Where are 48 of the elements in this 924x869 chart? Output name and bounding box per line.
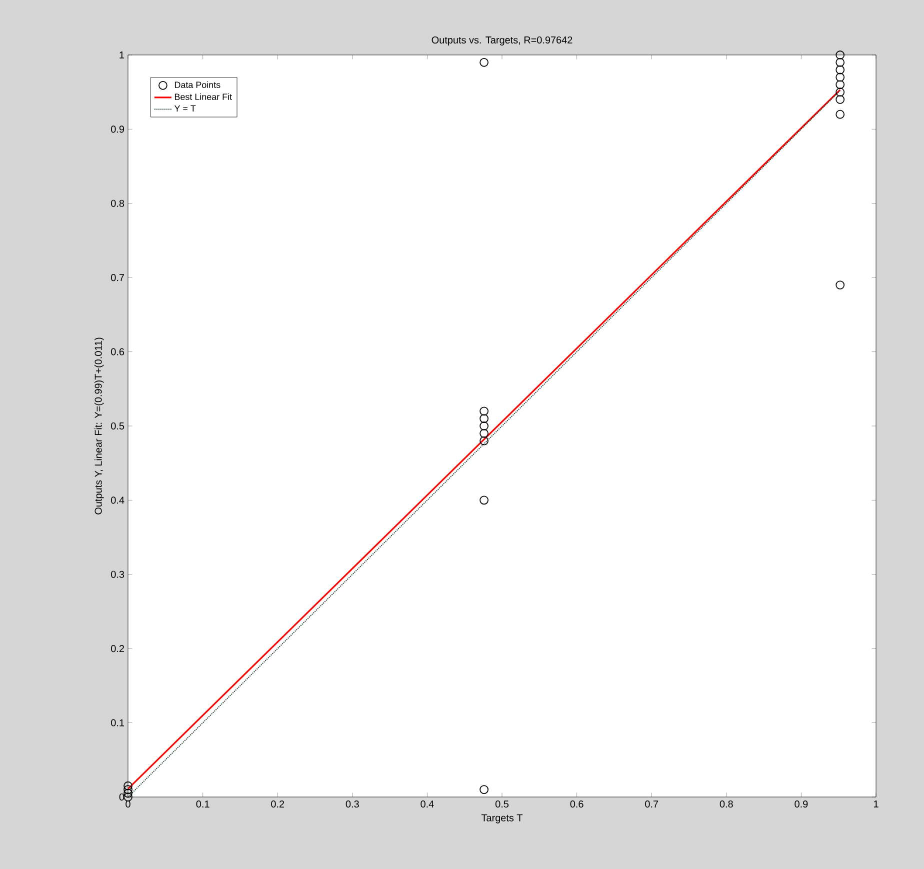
point	[480, 406, 488, 416]
point	[124, 792, 132, 802]
chart-title: Outputs vs. Targets, R=0.97642	[432, 36, 572, 46]
legend-label: Y = T	[174, 105, 196, 112]
point	[124, 781, 132, 790]
x-tick-label: 0.4	[420, 800, 434, 808]
point	[836, 50, 845, 60]
y-tick-label: 0.2	[111, 645, 124, 652]
point	[836, 280, 845, 290]
point	[124, 785, 132, 794]
point	[836, 72, 845, 82]
legend-label: Best Linear Fit	[174, 93, 232, 100]
x-tick-label: 0.6	[570, 800, 584, 808]
point	[480, 414, 488, 423]
y-tick-label: 0	[119, 793, 124, 801]
x-axis-title: Targets T	[481, 814, 523, 824]
point	[836, 110, 845, 119]
legend-label: Data Points	[174, 81, 220, 88]
point	[480, 785, 488, 794]
point	[480, 496, 488, 505]
point	[480, 422, 488, 430]
x-tick-label: 0.5	[495, 800, 509, 808]
x-tick-label: 0.3	[346, 800, 359, 808]
y-tick-label: 0.7	[111, 274, 124, 282]
x-tick-label: 0.9	[794, 800, 808, 808]
point	[836, 95, 845, 104]
point	[480, 428, 488, 438]
point	[480, 436, 488, 446]
y-tick-label: 0.9	[111, 126, 124, 133]
y-tick-label: 0.4	[111, 496, 124, 504]
x-tick-label: 1	[874, 800, 878, 808]
y-axis-title: Outputs Y, Linear Fit: Y=(0.99)T+(0.011)	[94, 338, 104, 514]
point	[836, 80, 845, 90]
point	[836, 88, 845, 97]
x-tick-label: 0.7	[645, 800, 658, 808]
y-tick-label: 0.1	[111, 719, 124, 726]
point	[836, 58, 845, 67]
y-tick-label: 0.8	[111, 200, 124, 207]
y-tick-label: 0.3	[111, 570, 124, 578]
x-tick-label: 0.1	[196, 800, 210, 808]
y-tick-label: 0.6	[111, 348, 124, 356]
x-tick-label: 0.2	[271, 800, 284, 808]
point	[836, 65, 845, 74]
y-tick-label: 1	[120, 52, 124, 58]
x-tick-label: 0.8	[720, 800, 733, 808]
y-tick-label: 0.5	[111, 422, 124, 430]
point	[124, 788, 132, 798]
point	[480, 58, 488, 67]
